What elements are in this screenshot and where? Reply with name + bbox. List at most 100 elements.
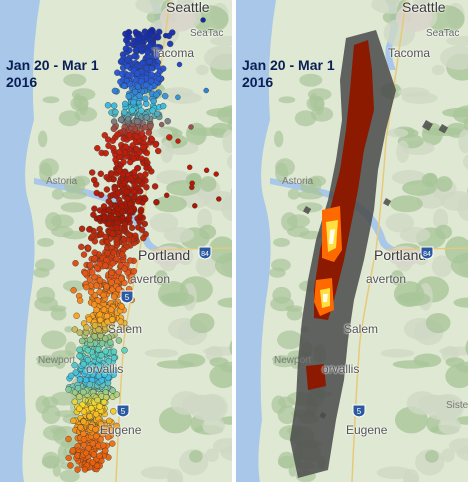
tremor-event xyxy=(138,155,145,162)
tremor-event xyxy=(78,337,86,345)
density-level-5 xyxy=(329,229,335,244)
tremor-event xyxy=(96,277,104,284)
terrain-patch xyxy=(202,417,225,435)
city-label-portland-right: Portland xyxy=(374,247,427,263)
coast-range-patch xyxy=(308,175,327,187)
tremor-event xyxy=(121,100,129,108)
tremor-event xyxy=(153,91,160,98)
coast-range-patch xyxy=(35,258,55,272)
terrain-patch xyxy=(156,360,194,369)
tremor-event xyxy=(134,118,141,125)
tremor-event xyxy=(127,277,135,285)
tremor-event xyxy=(112,108,119,116)
coast-range-patch xyxy=(309,93,318,109)
tremor-event xyxy=(113,224,120,231)
terrain-patch xyxy=(392,360,430,369)
tremor-event xyxy=(107,339,114,346)
tremor-event xyxy=(93,282,100,289)
tremor-event xyxy=(76,297,84,304)
tremor-event xyxy=(143,183,150,191)
density-level-5b xyxy=(323,294,328,302)
tremor-event xyxy=(69,447,77,454)
tremor-event xyxy=(118,275,125,282)
tremor-event xyxy=(105,207,113,214)
city-label-sisters: Siste xyxy=(446,400,468,411)
tremor-event xyxy=(122,143,130,150)
tremor-event xyxy=(137,206,145,213)
tremor-event xyxy=(105,417,113,425)
tremor-event xyxy=(91,333,98,340)
tremor-event xyxy=(148,136,156,143)
tremor-event xyxy=(128,125,134,132)
tremor-event xyxy=(130,169,138,176)
tremor-event xyxy=(146,58,153,65)
tremor-event xyxy=(153,53,160,61)
tremor-event xyxy=(127,200,134,207)
tremor-event xyxy=(72,260,79,267)
coast-range-patch xyxy=(287,188,300,200)
city-label-seatac: SeaTac xyxy=(190,28,224,39)
tremor-event xyxy=(126,131,133,139)
tremor-event xyxy=(138,130,146,137)
terrain-patch xyxy=(431,255,453,278)
tremor-event xyxy=(129,107,136,114)
tremor-event xyxy=(81,466,89,473)
terrain-patch xyxy=(212,438,232,454)
coast-range-patch xyxy=(36,286,56,304)
terrain-patch xyxy=(425,312,451,334)
city-label-corvallis-right: orvallis xyxy=(322,362,360,376)
tremor-event xyxy=(81,270,89,277)
tremor-event xyxy=(93,264,101,272)
tremor-event xyxy=(151,183,159,190)
tremor-event xyxy=(84,244,92,252)
tremor-event xyxy=(121,179,128,187)
tremor-event xyxy=(67,372,75,379)
tremor-event xyxy=(125,116,131,122)
tremor-event xyxy=(110,102,118,109)
terrain-patch xyxy=(444,236,468,264)
terrain-patch xyxy=(187,127,228,137)
ocean xyxy=(0,0,40,482)
tremor-event xyxy=(96,316,104,324)
tremor-event xyxy=(100,398,108,406)
tremor-event xyxy=(114,131,121,138)
tremor-event xyxy=(86,381,94,388)
terrain-patch xyxy=(438,417,461,435)
tremor-event xyxy=(89,363,97,370)
tremor-event xyxy=(143,165,149,171)
tremor-event xyxy=(95,215,103,222)
tremor-event xyxy=(144,48,151,56)
city-label-seattle-right: Seattle xyxy=(402,0,446,15)
tremor-event xyxy=(150,97,157,105)
tremor-event xyxy=(146,36,154,44)
coast-range-patch xyxy=(42,451,60,469)
coast-range-patch xyxy=(39,158,59,177)
terrain-patch xyxy=(160,140,174,163)
tremor-event xyxy=(86,336,94,344)
tremor-event xyxy=(148,71,155,79)
tremor-event xyxy=(83,284,90,291)
city-label-astoria: Astoria xyxy=(46,176,78,187)
tremor-event xyxy=(71,398,79,405)
tremor-event xyxy=(80,436,88,443)
tremor-event xyxy=(71,362,78,369)
tremor-event xyxy=(125,29,132,36)
tremor-event xyxy=(97,170,105,178)
tremor-event xyxy=(80,361,87,368)
terrain-patch xyxy=(149,213,179,233)
density-satellite xyxy=(319,411,327,419)
coast-range-patch xyxy=(296,202,323,213)
tremor-event xyxy=(175,94,181,101)
terrain-patch xyxy=(204,45,232,70)
tremor-event xyxy=(130,193,138,201)
coast-range-patch xyxy=(51,188,64,200)
terrain-patch xyxy=(390,270,404,286)
tremor-event xyxy=(143,114,151,121)
coast-range-patch xyxy=(310,106,334,122)
date-range-label-right: Jan 20 - Mar 1 2016 xyxy=(242,57,335,90)
tremor-event xyxy=(72,369,80,376)
tremor-event xyxy=(110,293,118,300)
tremor-event xyxy=(89,459,97,466)
tremor-event xyxy=(123,188,131,196)
